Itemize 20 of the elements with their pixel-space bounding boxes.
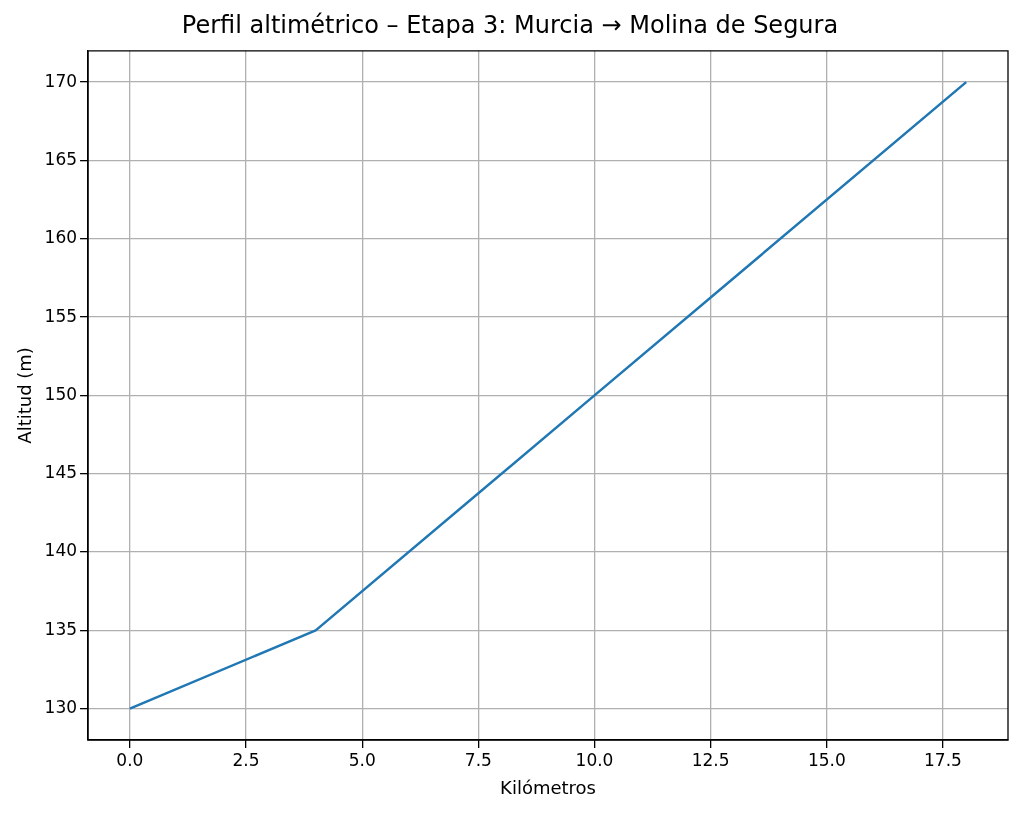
x-tick-label: 5.0 <box>348 749 376 770</box>
x-tick-label: 10.0 <box>575 749 614 770</box>
x-tick-label: 15.0 <box>807 749 846 770</box>
y-tick-label: 165 <box>44 148 78 169</box>
y-tick-label: 170 <box>44 70 78 91</box>
x-tick-label: 12.5 <box>691 749 730 770</box>
x-tick-label: 2.5 <box>232 749 260 770</box>
y-tick-label: 150 <box>44 383 78 404</box>
y-tick-label: 130 <box>44 697 78 718</box>
x-tick-label: 7.5 <box>464 749 492 770</box>
x-axis-title: Kilómetros <box>500 776 596 798</box>
x-tick-label: 17.5 <box>924 749 962 770</box>
y-tick-label: 160 <box>44 227 78 248</box>
x-tick-label: 0.0 <box>116 749 144 770</box>
y-tick-label: 155 <box>44 305 78 326</box>
y-tick-label: 140 <box>44 540 78 561</box>
y-axis-title: Altitud (m) <box>14 347 36 444</box>
y-tick-label: 145 <box>44 462 78 483</box>
y-tick-label: 135 <box>44 618 78 639</box>
chart-title: Perfil altimétrico – Etapa 3: Murcia → Molina de Segura <box>181 10 839 39</box>
